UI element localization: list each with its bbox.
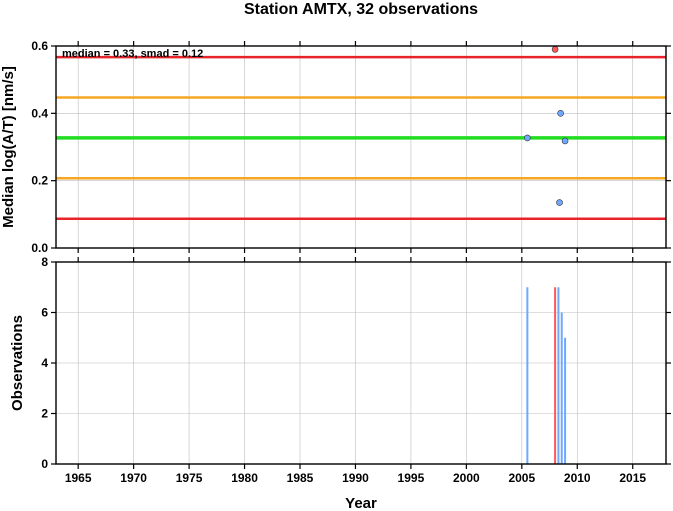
bottom-y-tick-label: 8 <box>41 255 48 269</box>
top-y-axis-label: Median log(A/T) [nm/s] <box>0 66 17 228</box>
x-tick-label: 2010 <box>564 471 591 485</box>
x-tick-label: 1995 <box>398 471 425 485</box>
stats-annotation: median = 0.33, smad = 0.12 <box>62 48 203 60</box>
bottom-y-tick-label: 6 <box>41 306 48 320</box>
bottom-grid <box>56 262 666 464</box>
x-axis-label: Year <box>345 495 377 511</box>
top-axis-ticks: 0.0 0.2 0.4 0.6 <box>31 39 671 255</box>
bottom-bars <box>526 287 567 464</box>
top-reference-lines <box>56 55 666 220</box>
bottom-y-axis-label: Observations <box>9 315 26 411</box>
chart-title: Station AMTX, 32 observations <box>244 1 478 18</box>
data-point <box>557 110 564 117</box>
top-y-tick-label: 0.2 <box>31 174 48 188</box>
x-tick-label: 2015 <box>619 471 646 485</box>
data-point <box>551 46 559 53</box>
top-grid <box>56 46 666 248</box>
x-tick-label: 2005 <box>508 471 535 485</box>
top-points <box>524 46 569 206</box>
bottom-y-tick-label: 0 <box>41 457 48 471</box>
data-point <box>556 199 563 206</box>
top-y-tick-label: 0.0 <box>31 241 48 255</box>
x-tick-label: 1975 <box>176 471 203 485</box>
x-tick-label: 1965 <box>65 471 92 485</box>
top-y-tick-label: 0.4 <box>31 106 48 120</box>
data-point <box>524 134 531 142</box>
top-plot-frame <box>55 45 667 249</box>
bottom-y-tick-label: 2 <box>41 407 48 421</box>
top-panel: 0.00.20.40.6 median = 0.33, smad = 0.12 … <box>0 39 671 255</box>
data-point <box>561 137 569 145</box>
bottom-y-tick-label: 4 <box>41 356 48 370</box>
top-y-tick-label: 0.6 <box>31 39 48 53</box>
bottom-axis-ticks: 1965 1970 1975 1980 1985 1990 1995 2000 2005 2010… <box>41 255 671 485</box>
x-tick-label: 1970 <box>120 471 147 485</box>
x-tick-label: 1980 <box>231 471 258 485</box>
x-tick-label: 2000 <box>453 471 480 485</box>
x-tick-label: 1990 <box>342 471 369 485</box>
bottom-panel: 1965 1970 1975 1980 1985 1990 1995 2000 2005 2010… <box>9 255 671 511</box>
x-tick-label: 1985 <box>287 471 314 485</box>
